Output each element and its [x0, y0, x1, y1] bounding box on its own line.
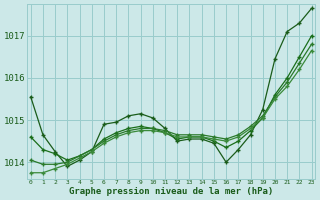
- X-axis label: Graphe pression niveau de la mer (hPa): Graphe pression niveau de la mer (hPa): [69, 187, 273, 196]
